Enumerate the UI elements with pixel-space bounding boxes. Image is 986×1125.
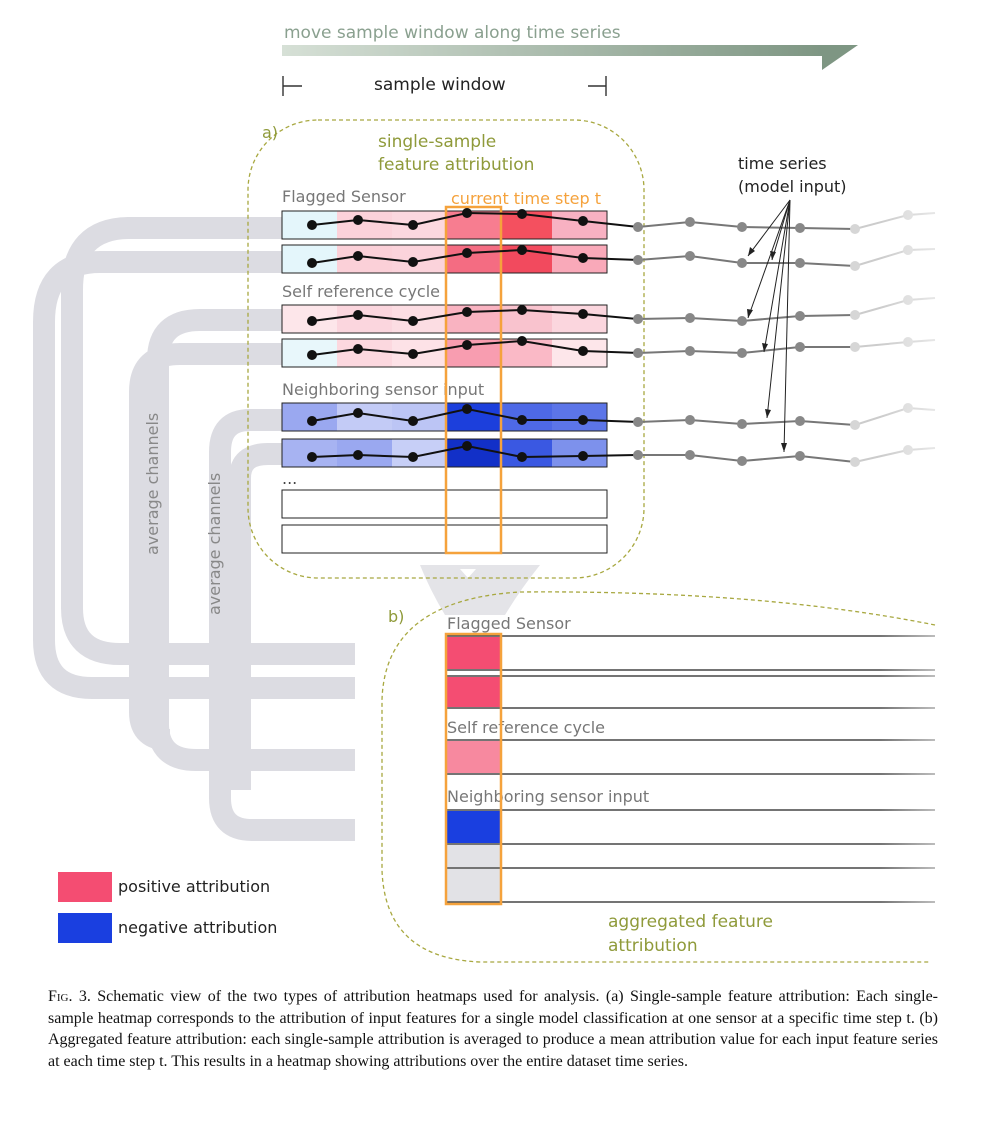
time-series-pointer-arrows [747,199,791,453]
move-window-arrow [282,45,858,70]
channel-bands [33,217,355,841]
move-window-label: move sample window along time series [284,23,621,43]
attribution-diagram: move sample window along time series sam… [33,23,986,963]
heatmap-row-empty-1 [281,489,608,519]
aggregation-funnel [420,565,540,615]
panel-a-group-flagged: Flagged Sensor [282,187,406,206]
panel-a-group-neighboring: Neighboring sensor input [282,380,484,399]
panel-b-time-step-highlight [444,632,503,906]
legend: positive attribution negative attributio… [58,872,277,943]
legend-negative-label: negative attribution [118,918,277,937]
panel-a-group-self-reference: Self reference cycle [282,282,440,301]
panel-a-title-line1: single-sample [378,132,496,152]
sample-window-label: sample window [374,75,506,95]
heatmap-row-neighboring-2 [281,438,608,468]
sample-window-bracket [282,76,607,96]
panel-b-cells [446,637,501,901]
panel-a-ellipsis: ... [282,469,297,488]
panel-b-fade [880,630,986,910]
time-series-points [307,208,913,467]
figure-caption: Fig. 3. Schematic view of the two types … [48,986,938,1072]
time-series-pointer-heads [747,247,787,452]
average-channels-label-inner: average channels [205,473,224,615]
time-series-label-line2: (model input) [738,177,847,196]
panel-b-title-line2: attribution [608,936,698,956]
heatmap-row-neighboring-1 [281,402,608,432]
legend-positive-swatch [58,872,112,902]
legend-negative-swatch [58,913,112,943]
time-series-label-line1: time series [738,154,827,173]
panel-b-tag: b) [388,607,404,626]
panel-a-title-line2: feature attribution [378,155,534,175]
average-channels-label-outer: average channels [143,413,162,555]
panel-a-container [247,119,645,579]
channel-band-arrowheads [362,645,372,839]
heatmap-row-flagged-1 [281,210,608,240]
heatmap-row-empty-2 [281,524,608,554]
current-time-step-label: current time step t [451,189,601,208]
legend-positive-label: positive attribution [118,877,270,896]
panel-b-container [381,591,936,963]
panel-b-group-self-reference: Self reference cycle [447,718,605,737]
figure-label: Fig. 3. [48,988,91,1005]
panel-a-tag: a) [262,123,278,142]
panel-b-group-neighboring: Neighboring sensor input [447,787,649,806]
panel-b-title-line1: aggregated feature [608,912,773,932]
panel-b-rows [446,635,935,903]
time-series-fade [880,195,986,485]
panel-b-group-flagged: Flagged Sensor [447,614,571,633]
current-time-step-highlight [444,205,503,555]
heatmap-row-flagged-2 [281,244,608,274]
caption-text: Schematic view of the two types of attri… [48,988,938,1070]
